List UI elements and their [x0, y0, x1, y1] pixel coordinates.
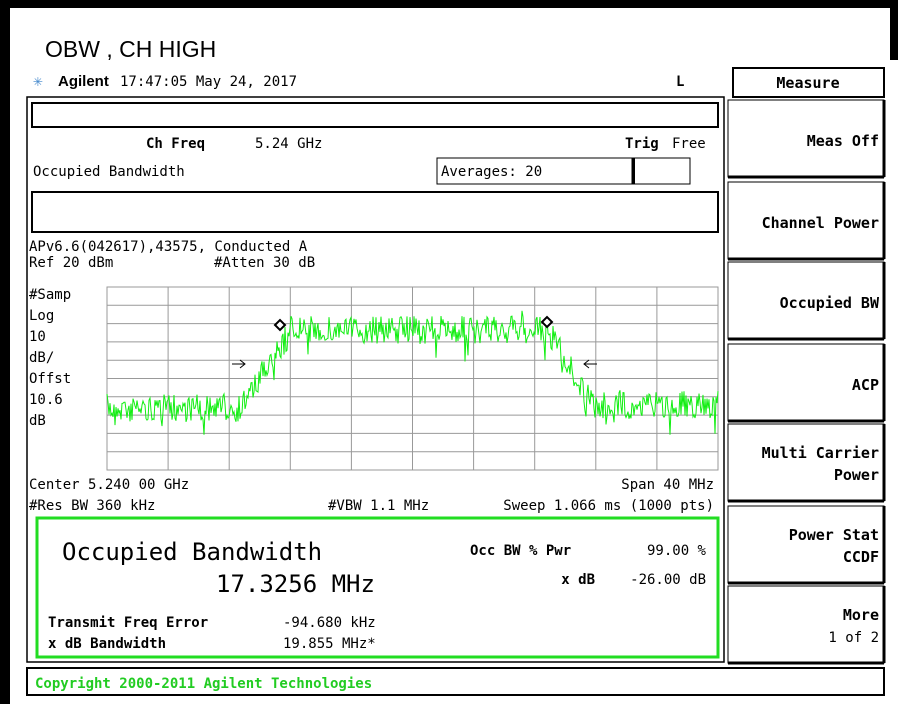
softkey-label: ACP [852, 376, 879, 394]
vbw: #VBW 1.1 MHz [328, 498, 429, 514]
frame-top [0, 0, 898, 8]
frame-left [0, 0, 10, 704]
averages-box [436, 157, 633, 185]
ch-freq: 5.24 GHz [255, 136, 322, 152]
averages-bar [632, 158, 635, 184]
softkey-label: More [843, 606, 879, 624]
results-heading: Occupied Bandwidth [62, 538, 322, 566]
softkey-box [727, 423, 885, 502]
obw-value: 17.3256 MHz [216, 570, 375, 598]
arrow [232, 359, 246, 369]
tfe: -94.680 kHz [283, 615, 376, 631]
trace [106, 310, 719, 435]
softkey[interactable]: Occupied BW [727, 261, 886, 341]
scale-label: dB/ [29, 350, 54, 366]
occ-pwr-label: Occ BW % Pwr [470, 543, 571, 559]
tfe-label: Transmit Freq Error [48, 615, 208, 631]
copyright: Copyright 2000-2011 Agilent Technologies [35, 676, 372, 692]
softkey[interactable]: More 1 of 2 [727, 585, 886, 665]
averages-progress [631, 157, 691, 185]
xdb-bw-label: x dB Bandwidth [48, 636, 166, 652]
menu-title: Measure [776, 74, 839, 92]
averages: Averages: 20 [441, 164, 542, 180]
measurement: Occupied Bandwidth [33, 164, 185, 180]
copyright-bar [26, 667, 885, 696]
softkey-box [727, 99, 885, 178]
xdb-bw: 19.855 MHz* [283, 636, 376, 652]
xdb: -26.00 dB [630, 572, 706, 588]
softkey-box [727, 505, 885, 584]
message-box [31, 191, 719, 233]
trig-label: Trig [625, 136, 659, 152]
softkey[interactable]: Meas Off [727, 99, 886, 179]
scale-label: #Samp [29, 287, 71, 303]
results-box [35, 516, 720, 659]
ch-freq-label: Ch Freq [146, 136, 205, 152]
scale-label: dB [29, 413, 46, 429]
softkey-box [727, 585, 885, 664]
softkey-label: 1 of 2 [828, 630, 879, 646]
softkey-label: Occupied BW [780, 294, 880, 312]
timestamp: 17:47:05 May 24, 2017 [120, 74, 297, 90]
softkey-label: Power [834, 466, 879, 484]
frame-right [890, 0, 898, 60]
attenuation: #Atten 30 dB [214, 255, 315, 271]
softkey-label: Meas Off [807, 132, 879, 150]
softkey[interactable]: Channel Power [727, 181, 886, 261]
marker [540, 315, 554, 329]
softkey-label: Power Stat [789, 526, 879, 544]
softkey[interactable]: Multi Carrier Power [727, 423, 886, 503]
sweep: Sweep 1.066 ms (1000 pts) [503, 498, 714, 514]
ref-level: Ref 20 dBm [29, 255, 113, 271]
span: Span 40 MHz [621, 477, 714, 493]
logo: ✳ [33, 71, 43, 90]
scale-label: 10.6 [29, 392, 63, 408]
marker [273, 318, 287, 332]
softkey-label: Multi Carrier [762, 444, 879, 462]
softkey-box [727, 261, 885, 340]
xdb-label: x dB [561, 572, 595, 588]
res-bw: #Res BW 360 kHz [29, 498, 155, 514]
softkey-label: Channel Power [762, 214, 879, 232]
brand: Agilent [58, 73, 109, 90]
status-box [31, 102, 719, 128]
scale-label: Log [29, 308, 54, 324]
info: APv6.6(042617),43575, Conducted A [29, 239, 308, 255]
arrow [583, 359, 597, 369]
softkey[interactable]: Power Stat CCDF [727, 505, 886, 585]
flag: L [676, 74, 684, 90]
scale-label: Offst [29, 371, 71, 387]
occ-pwr: 99.00 % [647, 543, 707, 559]
softkey[interactable]: ACP [727, 343, 886, 423]
center-freq: Center 5.240 00 GHz [29, 477, 189, 493]
scale-label: 10 [29, 329, 46, 345]
page-title: OBW , CH HIGH [45, 36, 216, 62]
softkey-box [727, 181, 885, 260]
trig: Free [672, 136, 706, 152]
menu-title-box [732, 67, 885, 98]
softkey-label: CCDF [843, 548, 879, 566]
